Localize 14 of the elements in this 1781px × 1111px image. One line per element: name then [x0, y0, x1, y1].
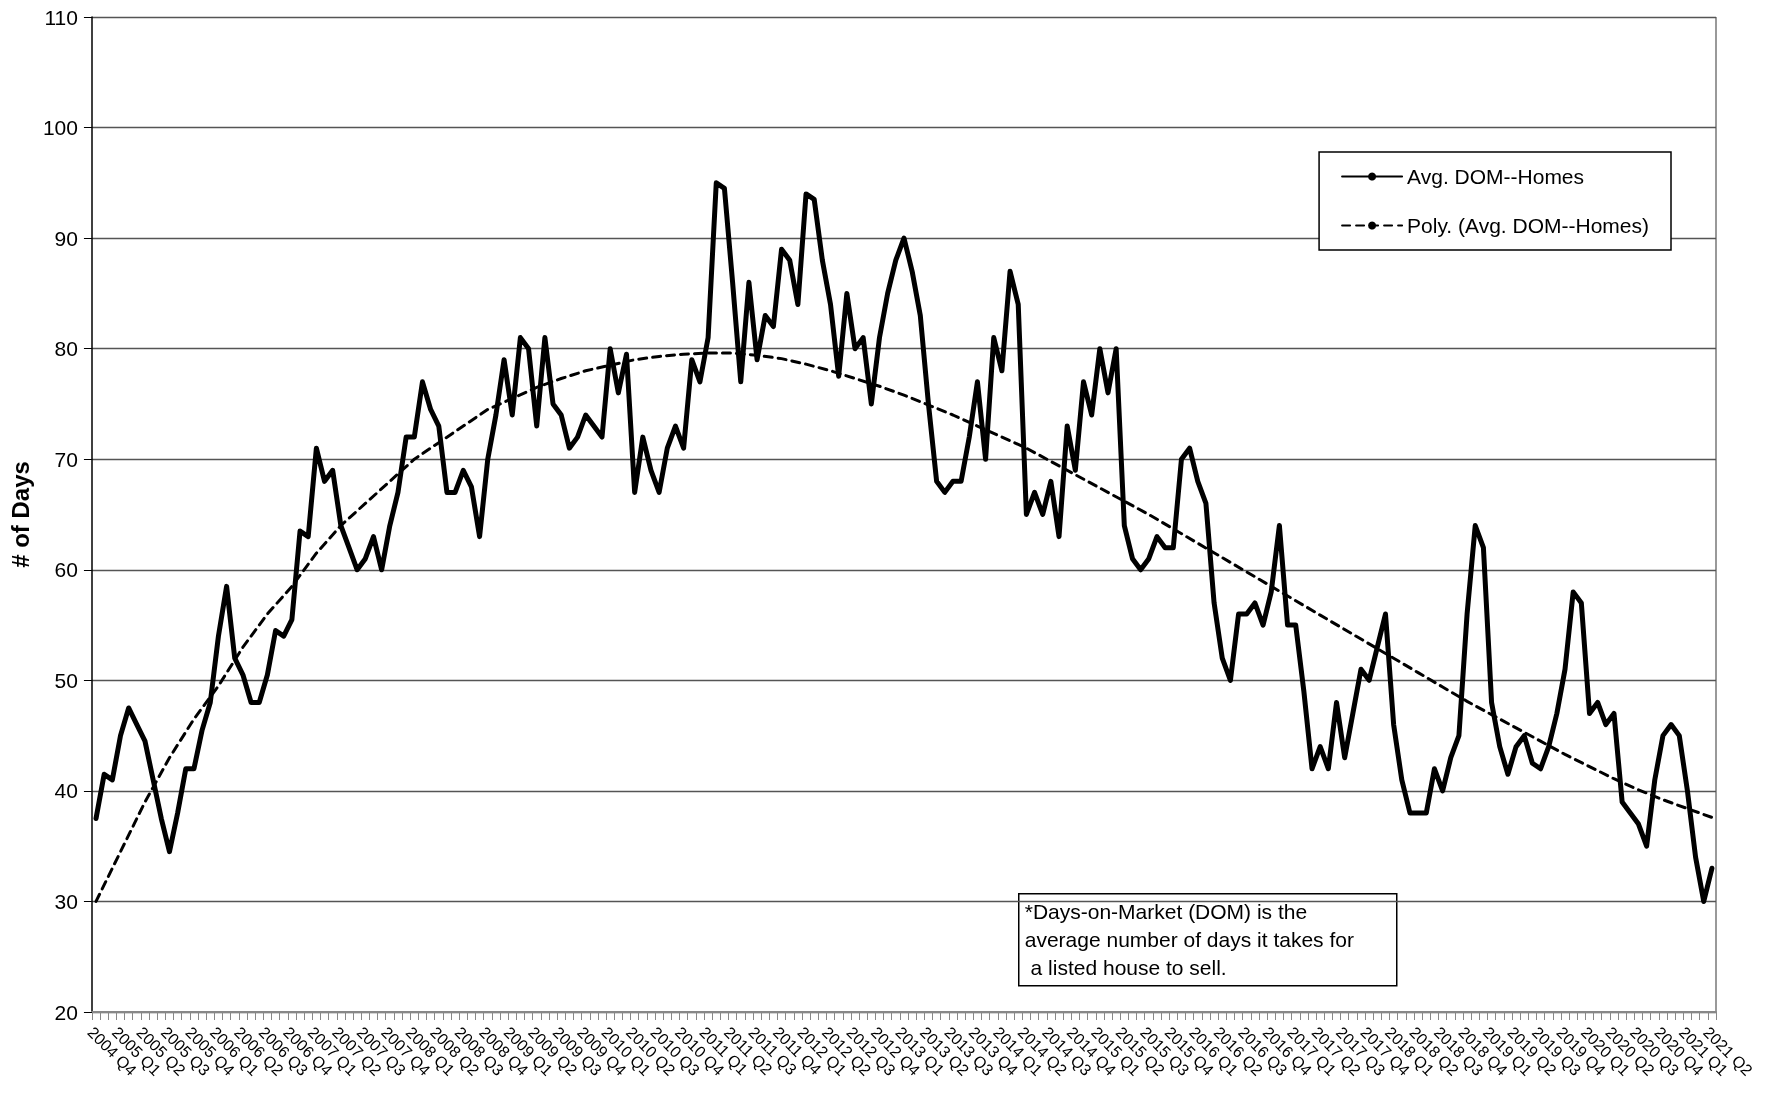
y-tick-label: 30: [54, 889, 78, 913]
legend-label: Poly. (Avg. DOM--Homes): [1407, 214, 1649, 237]
y-tick-label: 90: [54, 226, 78, 250]
legend-label: Avg. DOM--Homes: [1407, 165, 1585, 188]
annotation: *Days-on-Market (DOM) is the average number of days it takes for a listed house to sell.: [1024, 900, 1354, 980]
y-axis-title: # of Days: [6, 461, 34, 568]
y-tick-label: 20: [54, 1000, 78, 1024]
y-tick-label: 80: [54, 337, 78, 361]
y-tick-label: 110: [44, 5, 78, 29]
y-tick-label: 70: [54, 447, 78, 471]
y-tick-label: 40: [54, 779, 78, 803]
y-tick-label: 50: [54, 668, 78, 692]
y-tick-label: 60: [54, 558, 78, 582]
y-tick-label: 100: [42, 116, 78, 140]
